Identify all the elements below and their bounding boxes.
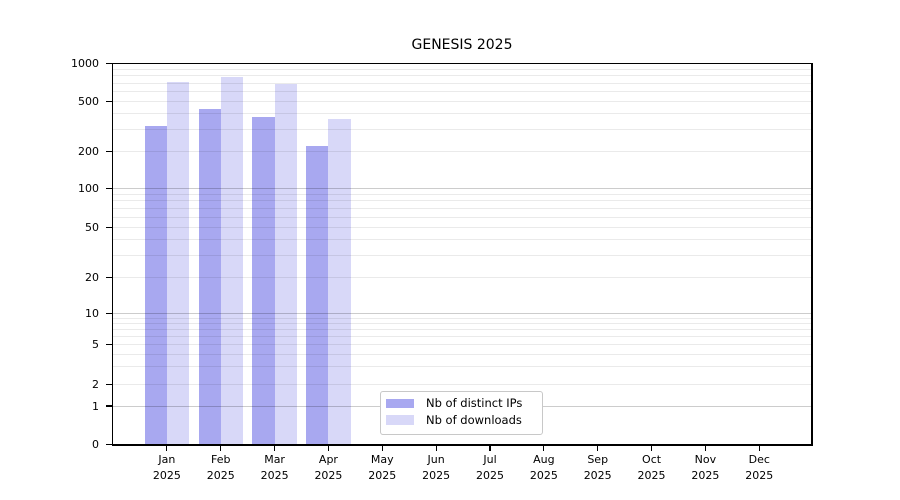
x-tick-label-feb: Feb 2025 <box>206 453 235 482</box>
minor-gridline <box>113 226 811 228</box>
legend-swatch-downloads <box>386 415 414 425</box>
minor-gridline <box>113 239 811 241</box>
x-tick <box>220 446 222 451</box>
x-tick-label-jun: Jun 2025 <box>422 453 451 482</box>
major-gridline <box>113 187 811 189</box>
x-tick-label-dec: Dec 2025 <box>745 453 774 482</box>
minor-gridline <box>113 328 811 330</box>
x-tick <box>274 446 276 451</box>
x-tick <box>489 446 491 451</box>
x-tick <box>435 446 437 451</box>
top-spine <box>111 62 813 64</box>
minor-gridline <box>113 91 811 93</box>
y-tick-label: 500 <box>78 95 99 109</box>
y-tick <box>106 62 113 64</box>
legend-label-downloads: Nb of downloads <box>426 412 522 427</box>
y-tick-label: 50 <box>85 220 99 234</box>
bar-feb-downloads <box>220 77 243 446</box>
x-tick <box>327 446 330 451</box>
x-tick <box>758 446 760 451</box>
y-tick <box>106 383 113 385</box>
x-tick <box>381 446 383 451</box>
y-tick <box>106 405 113 407</box>
minor-gridline <box>113 193 811 195</box>
left-spine <box>111 62 113 447</box>
legend-label-distinct-ips: Nb of distinct IPs <box>426 396 523 411</box>
legend-swatch-distinct-ips <box>386 398 414 408</box>
legend: Nb of distinct IPs Nb of downloads <box>380 391 543 435</box>
legend-item-downloads: Nb of downloads <box>381 412 542 429</box>
y-tick <box>106 187 113 189</box>
x-tick-label-aug: Aug 2025 <box>529 453 558 482</box>
minor-gridline <box>113 68 811 70</box>
x-tick-label-mar: Mar 2025 <box>260 453 289 482</box>
bar-apr-distinct-ips <box>306 146 329 446</box>
x-tick-label-jul: Jul 2025 <box>476 453 504 482</box>
y-tick <box>106 101 113 103</box>
minor-gridline <box>113 82 811 84</box>
x-tick-label-sep: Sep 2025 <box>583 453 612 482</box>
x-tick <box>543 446 545 451</box>
y-tick-label: 0 <box>92 438 99 451</box>
x-tick-label-oct: Oct 2025 <box>637 453 666 482</box>
bar-mar-distinct-ips <box>252 117 275 446</box>
legend-item-distinct-ips: Nb of distinct IPs <box>381 395 542 412</box>
minor-gridline <box>113 322 811 324</box>
y-tick-label: 1 <box>92 399 99 413</box>
x-tick-label-jan: Jan 2025 <box>152 453 181 482</box>
y-tick-label: 10 <box>85 306 99 320</box>
x-tick <box>166 446 168 451</box>
y-tick <box>106 226 113 228</box>
y-tick-label: 200 <box>78 145 99 159</box>
y-tick <box>106 443 113 446</box>
minor-gridline <box>113 151 811 153</box>
right-spine <box>811 62 813 447</box>
bottom-spine <box>111 444 813 446</box>
y-tick <box>106 312 113 314</box>
minor-gridline <box>113 207 811 209</box>
minor-gridline <box>113 277 811 279</box>
minor-gridline <box>113 75 811 77</box>
minor-gridline <box>113 101 811 103</box>
y-tick-label: 2 <box>92 377 99 391</box>
x-tick <box>704 446 706 451</box>
y-tick-label: 20 <box>85 271 99 285</box>
bar-feb-distinct-ips <box>198 108 221 446</box>
minor-gridline <box>113 383 811 385</box>
minor-gridline <box>113 366 811 368</box>
y-tick-label: 1000 <box>71 56 99 70</box>
x-tick <box>597 446 599 451</box>
bar-mar-downloads <box>274 83 297 446</box>
minor-gridline <box>113 353 811 355</box>
bar-jan-distinct-ips <box>144 125 167 446</box>
minor-gridline <box>113 129 811 131</box>
y-tick-label: 100 <box>78 181 99 195</box>
y-tick <box>106 277 113 279</box>
minor-gridline <box>113 344 811 346</box>
minor-gridline <box>113 317 811 319</box>
bar-apr-downloads <box>328 118 351 446</box>
y-tick <box>106 151 113 153</box>
chart-title: GENESIS 2025 <box>411 37 513 53</box>
minor-gridline <box>113 254 811 256</box>
x-tick <box>650 446 653 451</box>
minor-gridline <box>113 113 811 115</box>
y-tick <box>106 344 113 346</box>
x-tick-label-nov: Nov 2025 <box>691 453 720 482</box>
minor-gridline <box>113 216 811 218</box>
major-gridline <box>113 312 811 314</box>
bar-jan-downloads <box>166 82 190 446</box>
x-tick-label-may: May 2025 <box>368 453 397 482</box>
x-tick-label-apr: Apr 2025 <box>314 453 343 482</box>
minor-gridline <box>113 335 811 337</box>
minor-gridline <box>113 200 811 202</box>
y-tick-label: 5 <box>92 338 99 352</box>
